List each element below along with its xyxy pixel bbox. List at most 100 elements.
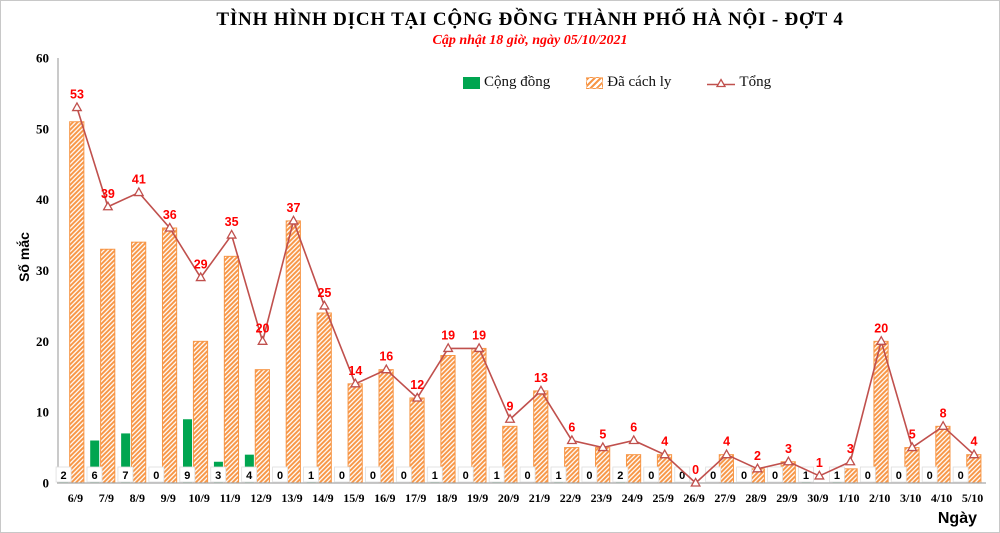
x-tick-label: 2/10 [869, 491, 890, 505]
x-tick-label: 25/9 [653, 491, 674, 505]
tong-marker-icon [380, 363, 392, 374]
cong-dong-value-label: 0 [153, 470, 159, 482]
tong-value-label: 3 [785, 442, 792, 456]
legend-label-cong-dong: Cộng đồng [484, 74, 551, 90]
cong-dong-value-label: 0 [463, 470, 469, 482]
bar-da-cach-ly [625, 454, 642, 484]
cong-dong-value-label: 0 [401, 470, 407, 482]
legend-label-tong: Tổng [739, 74, 772, 90]
tong-value-label: 53 [70, 88, 84, 102]
cong-dong-value-label: 1 [555, 470, 561, 482]
bar-da-cach-ly [131, 241, 147, 484]
tong-marker-icon [597, 441, 609, 452]
x-tick-label: 4/10 [931, 491, 952, 505]
bar-da-cach-ly [409, 397, 425, 484]
cong-dong-value-box [86, 466, 103, 483]
bar-da-cach-ly [347, 383, 363, 484]
tong-marker-icon [442, 342, 454, 353]
x-tick-label: 9/9 [161, 491, 176, 505]
x-tick-label: 17/9 [405, 491, 426, 505]
x-axis-title: Ngày [937, 510, 977, 527]
cong-dong-value-box [550, 466, 567, 483]
y-tick-label: 50 [36, 121, 49, 136]
cong-dong-value-label: 0 [586, 470, 592, 482]
green-bar-swatch-icon [463, 76, 480, 89]
x-tick-label: 8/9 [130, 491, 145, 505]
cong-dong-value-box [488, 466, 505, 483]
cong-dong-value-box [674, 466, 691, 483]
tong-marker-icon [535, 384, 547, 395]
bar-da-cach-ly [192, 340, 209, 484]
tong-value-label: 41 [132, 173, 146, 187]
y-tick-label: 20 [36, 334, 49, 349]
cong-dong-value-box [859, 466, 876, 483]
cong-dong-value-label: 0 [772, 470, 778, 482]
cong-dong-value-label: 1 [432, 470, 438, 482]
tong-value-label: 8 [940, 406, 947, 420]
y-tick-label: 10 [36, 405, 49, 420]
cong-dong-value-box [210, 466, 227, 483]
bar-da-cach-ly [378, 369, 394, 484]
cong-dong-value-box [736, 466, 752, 483]
chart-title: TÌNH HÌNH DỊCH TẠI CỘNG ĐỒNG THÀNH PHỐ H… [216, 9, 844, 30]
line-marker-swatch-icon [707, 77, 736, 89]
bar-da-cach-ly [440, 355, 456, 484]
tong-marker-icon [195, 271, 207, 282]
legend-label-da-cach-ly: Đã cách ly [607, 74, 672, 90]
cong-dong-value-box [890, 466, 907, 483]
tong-marker-icon [906, 441, 918, 452]
cong-dong-value-box [272, 466, 289, 483]
tong-value-label: 20 [256, 321, 270, 335]
tong-marker-icon [844, 455, 856, 466]
hatched-bar-swatch-icon [586, 76, 604, 89]
cong-dong-value-box [519, 466, 536, 483]
cong-dong-value-box [395, 466, 412, 483]
bar-da-cach-ly [100, 248, 116, 484]
tong-marker-icon [164, 222, 176, 232]
legend: Cộng đồng Đã cách ly Tổng [463, 74, 771, 91]
x-tick-label: 19/9 [467, 491, 488, 505]
cong-dong-value-box [117, 466, 134, 483]
tong-marker-icon [813, 469, 825, 480]
bar-da-cach-ly [471, 347, 487, 484]
y-axis-title: Số mắc [16, 232, 32, 282]
cong-dong-value-label: 0 [525, 470, 531, 482]
tong-marker-icon [968, 448, 980, 459]
tong-marker-icon [257, 335, 268, 345]
tong-marker-icon [288, 214, 299, 225]
tong-value-label: 25 [317, 286, 331, 300]
cong-dong-value-box [921, 466, 938, 483]
cong-dong-value-box [643, 466, 660, 483]
tong-marker-icon [875, 335, 887, 345]
y-tick-label: 30 [36, 263, 49, 278]
tong-value-label: 20 [874, 321, 888, 335]
tong-value-label: 16 [379, 350, 393, 364]
tong-value-label: 6 [630, 421, 637, 435]
bar-da-cach-ly [285, 220, 301, 484]
x-tick-label: 7/9 [99, 491, 114, 505]
tong-value-label: 0 [692, 463, 699, 477]
cong-dong-value-box [457, 466, 474, 483]
tong-value-label: 2 [754, 449, 761, 463]
x-tick-label: 6/9 [68, 491, 83, 505]
cong-dong-value-label: 2 [617, 470, 623, 482]
tong-marker-icon [504, 413, 516, 423]
tong-value-label: 35 [225, 215, 239, 229]
x-tick-label: 1/10 [838, 491, 859, 505]
cong-dong-value-box [55, 466, 72, 483]
bar-da-cach-ly [564, 447, 580, 484]
tong-value-label: 39 [101, 187, 115, 201]
cong-dong-value-label: 0 [865, 470, 871, 482]
cong-dong-value-label: 1 [494, 470, 500, 482]
tong-marker-icon [133, 186, 145, 197]
tong-marker-icon [659, 448, 671, 459]
x-tick-label: 15/9 [343, 491, 364, 505]
cong-dong-value-box [241, 466, 258, 483]
bar-da-cach-ly [161, 227, 178, 484]
cong-dong-value-label: 0 [679, 470, 685, 482]
bar-da-cach-ly [904, 447, 920, 484]
cong-dong-value-label: 4 [246, 470, 253, 482]
bar-cong-dong [90, 440, 100, 483]
y-tick-label: 60 [36, 51, 49, 66]
